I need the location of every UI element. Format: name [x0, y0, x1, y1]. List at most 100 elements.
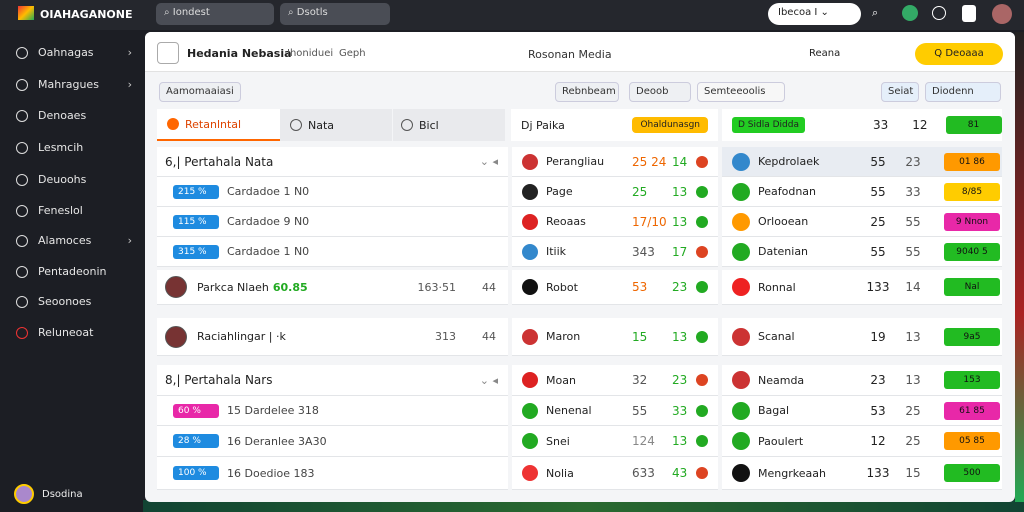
sidebar-item[interactable]: Lesmcih	[16, 141, 132, 154]
tab[interactable]: Retanlntal	[157, 109, 280, 141]
tab-text: Dj Paika	[521, 118, 565, 132]
sidebar-item[interactable]: Pentadeonin	[16, 265, 132, 278]
team-name: Peafodnan	[758, 185, 817, 198]
right-cell: Ronnal 133 14 Nal	[722, 270, 1002, 305]
score: 55	[632, 403, 648, 418]
mid-cell: Perangliau 25 24 14	[512, 147, 718, 177]
chevron: ›	[127, 234, 132, 247]
score: 55	[870, 184, 886, 199]
right-cell: Neamda 23 13 153	[722, 365, 1002, 396]
team-logo	[522, 328, 538, 345]
left-cell: 6,| Pertahala Nata ⌄ ◂	[157, 147, 508, 177]
toolbar-button[interactable]: Rebnbeam	[555, 82, 619, 102]
toolbar-button[interactable]: Diodenn	[925, 82, 1001, 102]
tab[interactable]: Bicl	[393, 109, 505, 141]
sidebar-item[interactable]: Oahnagas ›	[16, 46, 132, 59]
select-text: Ibecoa I	[778, 7, 818, 18]
badge: 315 %	[173, 244, 219, 259]
search[interactable]: ⌕ Iondest	[156, 3, 274, 25]
status	[696, 215, 708, 228]
icon	[16, 46, 28, 59]
team-logo	[732, 182, 750, 201]
team-name: Scanal	[758, 330, 795, 343]
toolbar-button[interactable]: Seiat	[881, 82, 919, 102]
tab-text: Bicl	[419, 118, 439, 132]
panel-tab[interactable]: Geph	[339, 48, 366, 59]
team-logo	[522, 465, 538, 481]
icon[interactable]	[962, 5, 976, 22]
team-logo	[522, 433, 538, 449]
icon[interactable]	[932, 6, 946, 20]
icon[interactable]: ⌕	[872, 6, 879, 19]
score: 23	[672, 280, 688, 294]
pill: 01 86	[944, 152, 1000, 171]
group-title: 8,| Pertahala Nars	[165, 373, 273, 387]
sidebar-item[interactable]: Alamoces ›	[16, 234, 132, 247]
left-cell: 100 % 16 Doedioe 183	[157, 457, 508, 490]
icon	[16, 204, 28, 217]
stat-text: Cardadoe 1 N0	[227, 185, 310, 198]
status	[696, 374, 708, 386]
team-logo	[522, 213, 538, 230]
icon	[16, 295, 28, 308]
search[interactable]: ⌕ Dsotls	[280, 3, 390, 25]
sidebar-item[interactable]: Denoaes	[16, 109, 132, 122]
icon[interactable]	[902, 5, 918, 21]
score: 33	[905, 184, 921, 199]
sidebar-label: Alamoces	[38, 234, 92, 247]
stat-text: 15 Dardelee 318	[227, 404, 319, 417]
team-logo	[732, 401, 750, 420]
sidebar-item[interactable]: Feneslol	[16, 204, 132, 217]
score: 33	[672, 403, 688, 418]
toolbar-button[interactable]: Aamomaaiasi	[159, 82, 241, 102]
team-name: Neamda	[758, 373, 805, 387]
row-num: 44	[482, 330, 496, 343]
team-name: Bagal	[758, 404, 790, 417]
sidebar-item[interactable]: Reluneoat	[16, 326, 132, 339]
panel-button[interactable]: Q Deoaaa	[915, 43, 1003, 65]
select[interactable]: Ibecoa I ⌄	[768, 3, 861, 25]
score: 55	[905, 214, 921, 229]
icon	[16, 109, 28, 122]
row-tag: 60.85	[272, 280, 308, 294]
right-cell: Orlooean 25 55 9 Nnon	[722, 207, 1002, 237]
icon	[16, 265, 28, 278]
row-num: 163·51	[417, 280, 457, 294]
team-logo	[732, 327, 750, 346]
score: 13	[905, 373, 921, 387]
team-logo	[522, 243, 538, 260]
score: 25 24	[632, 154, 667, 169]
row-num: 313	[435, 330, 456, 343]
tab-text: Nata	[308, 118, 335, 132]
icon	[157, 42, 179, 64]
pill: 153	[944, 371, 1000, 389]
score: 32	[632, 373, 648, 387]
panel-right[interactable]: Reana	[809, 48, 841, 59]
tab[interactable]: Nata	[280, 109, 392, 141]
team-name: Perangliau	[546, 155, 605, 168]
avatar[interactable]	[992, 4, 1012, 24]
left-cell: 8,| Pertahala Nars ⌄ ◂	[157, 365, 508, 396]
team-name: Kepdrolaek	[758, 155, 820, 168]
team-logo	[732, 152, 750, 171]
score: 25	[870, 214, 886, 229]
sidebar-item[interactable]: Deuoohs	[16, 173, 132, 186]
toolbar-button[interactable]: Semteeoolis	[697, 82, 785, 102]
left-cell: 28 % 16 Deranlee 3A30	[157, 426, 508, 457]
team-logo	[732, 432, 750, 450]
team-logo	[522, 372, 538, 388]
right-cell: Datenian 55 55 9040 5	[722, 237, 1002, 267]
score: 12	[870, 434, 886, 448]
pill: 61 85	[944, 401, 1000, 420]
icon	[16, 326, 28, 339]
right-cell: Bagal 53 25 61 85	[722, 396, 1002, 426]
team-name: Nolia	[546, 466, 574, 480]
sidebar-item[interactable]: Seoonoes	[16, 295, 132, 308]
score: 17/10	[632, 214, 667, 229]
status	[696, 155, 708, 168]
tab[interactable]: D Sidla Didda 33 12 81	[722, 109, 1002, 141]
toolbar-button[interactable]: Deoob	[629, 82, 691, 102]
sidebar-item[interactable]: Mahragues ›	[16, 78, 132, 91]
badge: 60 %	[173, 403, 219, 418]
tab[interactable]: Dj Paika Ohaldunasgn	[511, 109, 718, 141]
